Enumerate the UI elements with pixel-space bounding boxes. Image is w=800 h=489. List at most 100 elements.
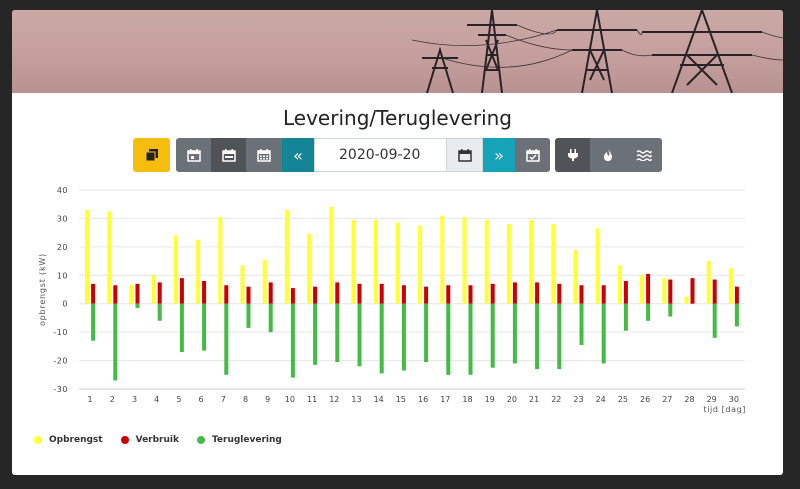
bar-opbrengst <box>684 296 689 304</box>
bar-opbrengst <box>240 265 245 304</box>
y-tick-label: 10 <box>57 271 68 280</box>
bar-verbruik <box>446 285 451 304</box>
bar-opbrengst <box>218 217 223 304</box>
x-tick-label: 15 <box>396 395 406 404</box>
power-tower-image <box>411 10 783 93</box>
bar-teruglevering <box>357 303 362 367</box>
bar-teruglevering <box>712 303 717 338</box>
bar-opbrengst <box>662 278 667 304</box>
today-button[interactable] <box>515 138 550 172</box>
bar-verbruik <box>668 279 673 304</box>
bar-verbruik <box>224 285 229 304</box>
bar-opbrengst <box>728 268 733 304</box>
x-tick-label: 20 <box>507 395 517 404</box>
bar-opbrengst <box>262 259 267 304</box>
x-tick-label: 5 <box>176 395 181 404</box>
previous-button[interactable]: « <box>282 138 314 172</box>
bar-teruglevering <box>268 303 273 333</box>
legend-item-opbrengst[interactable]: Opbrengst <box>34 432 103 448</box>
bar-teruglevering <box>179 303 184 353</box>
bar-opbrengst <box>351 219 356 304</box>
bar-opbrengst <box>173 235 178 304</box>
x-tick-label: 17 <box>440 395 450 404</box>
y-tick-label: 0 <box>62 300 68 309</box>
bar-opbrengst <box>551 224 556 304</box>
bar-teruglevering <box>468 303 473 375</box>
bar-teruglevering <box>623 303 628 331</box>
bar-teruglevering <box>313 303 318 365</box>
water-button[interactable] <box>626 138 662 172</box>
gas-button[interactable] <box>590 138 626 172</box>
x-tick-label: 21 <box>529 395 539 404</box>
x-tick-label: 28 <box>684 395 694 404</box>
x-tick-label: 30 <box>729 395 739 404</box>
bar-verbruik <box>268 282 273 304</box>
bar-verbruik <box>490 283 495 304</box>
y-tick-label: -20 <box>53 357 68 366</box>
electricity-button[interactable] <box>555 138 590 172</box>
flame-icon <box>604 149 612 161</box>
week-view-button[interactable] <box>211 138 246 172</box>
bar-opbrengst <box>307 234 312 304</box>
day-view-button[interactable] <box>176 138 211 172</box>
bar-teruglevering <box>290 303 295 378</box>
bar-verbruik <box>535 282 540 304</box>
bar-teruglevering <box>557 303 562 370</box>
bar-verbruik <box>512 282 517 304</box>
x-tick-label: 6 <box>199 395 204 404</box>
x-tick-label: 29 <box>707 395 717 404</box>
x-axis-label: tijd [dag] <box>703 405 746 414</box>
bar-verbruik <box>379 283 384 304</box>
x-tick-label: 10 <box>285 395 295 404</box>
legend-label-teruglevering: Teruglevering <box>211 435 282 445</box>
bar-opbrengst <box>484 219 489 304</box>
x-tick-label: 4 <box>154 395 159 404</box>
calendar-picker-button[interactable] <box>447 138 483 172</box>
plug-icon <box>567 149 578 161</box>
legend-label-opbrengst: Opbrengst <box>49 435 103 445</box>
bar-teruglevering <box>668 303 673 317</box>
date-value: 2020-09-20 <box>339 147 421 163</box>
bar-teruglevering <box>446 303 451 375</box>
bar-verbruik <box>357 283 362 304</box>
legend-item-verbruik[interactable]: Verbruik <box>120 432 179 448</box>
calendar-month-icon <box>257 149 271 162</box>
date-input[interactable]: 2020-09-20 <box>314 138 447 172</box>
y-tick-label: -30 <box>53 385 68 394</box>
bar-teruglevering <box>224 303 229 375</box>
bar-opbrengst <box>617 265 622 304</box>
x-tick-label: 8 <box>243 395 248 404</box>
next-button[interactable]: » <box>483 138 515 172</box>
bar-teruglevering <box>490 303 495 368</box>
bar-opbrengst <box>506 224 511 304</box>
bar-opbrengst <box>329 207 334 304</box>
x-tick-label: 16 <box>418 395 428 404</box>
bar-opbrengst <box>440 215 445 304</box>
bar-teruglevering <box>202 303 207 351</box>
bar-verbruik <box>335 282 340 304</box>
page-title: Levering/Teruglevering <box>283 106 512 130</box>
bar-teruglevering <box>113 303 118 381</box>
bar-opbrengst <box>595 228 600 304</box>
bar-verbruik <box>401 285 406 304</box>
copy-button[interactable] <box>133 138 170 172</box>
bar-verbruik <box>157 282 162 304</box>
x-tick-label: 12 <box>329 395 339 404</box>
bar-teruglevering <box>246 303 251 328</box>
bar-teruglevering <box>535 303 540 370</box>
y-tick-label: -10 <box>53 328 68 337</box>
x-tick-label: 13 <box>351 395 361 404</box>
bar-verbruik <box>246 286 251 304</box>
x-tick-label: 27 <box>662 395 672 404</box>
legend-item-teruglevering[interactable]: Teruglevering <box>196 432 282 448</box>
bar-verbruik <box>646 273 651 304</box>
month-view-button[interactable] <box>246 138 282 172</box>
bar-teruglevering <box>379 303 384 374</box>
x-tick-label: 22 <box>551 395 561 404</box>
legend-dot-verbruik <box>120 436 129 444</box>
bar-teruglevering <box>601 303 606 364</box>
bar-verbruik <box>712 279 717 304</box>
bar-teruglevering <box>335 303 340 362</box>
bar-teruglevering <box>91 303 96 341</box>
calendar-week-icon <box>221 149 236 162</box>
